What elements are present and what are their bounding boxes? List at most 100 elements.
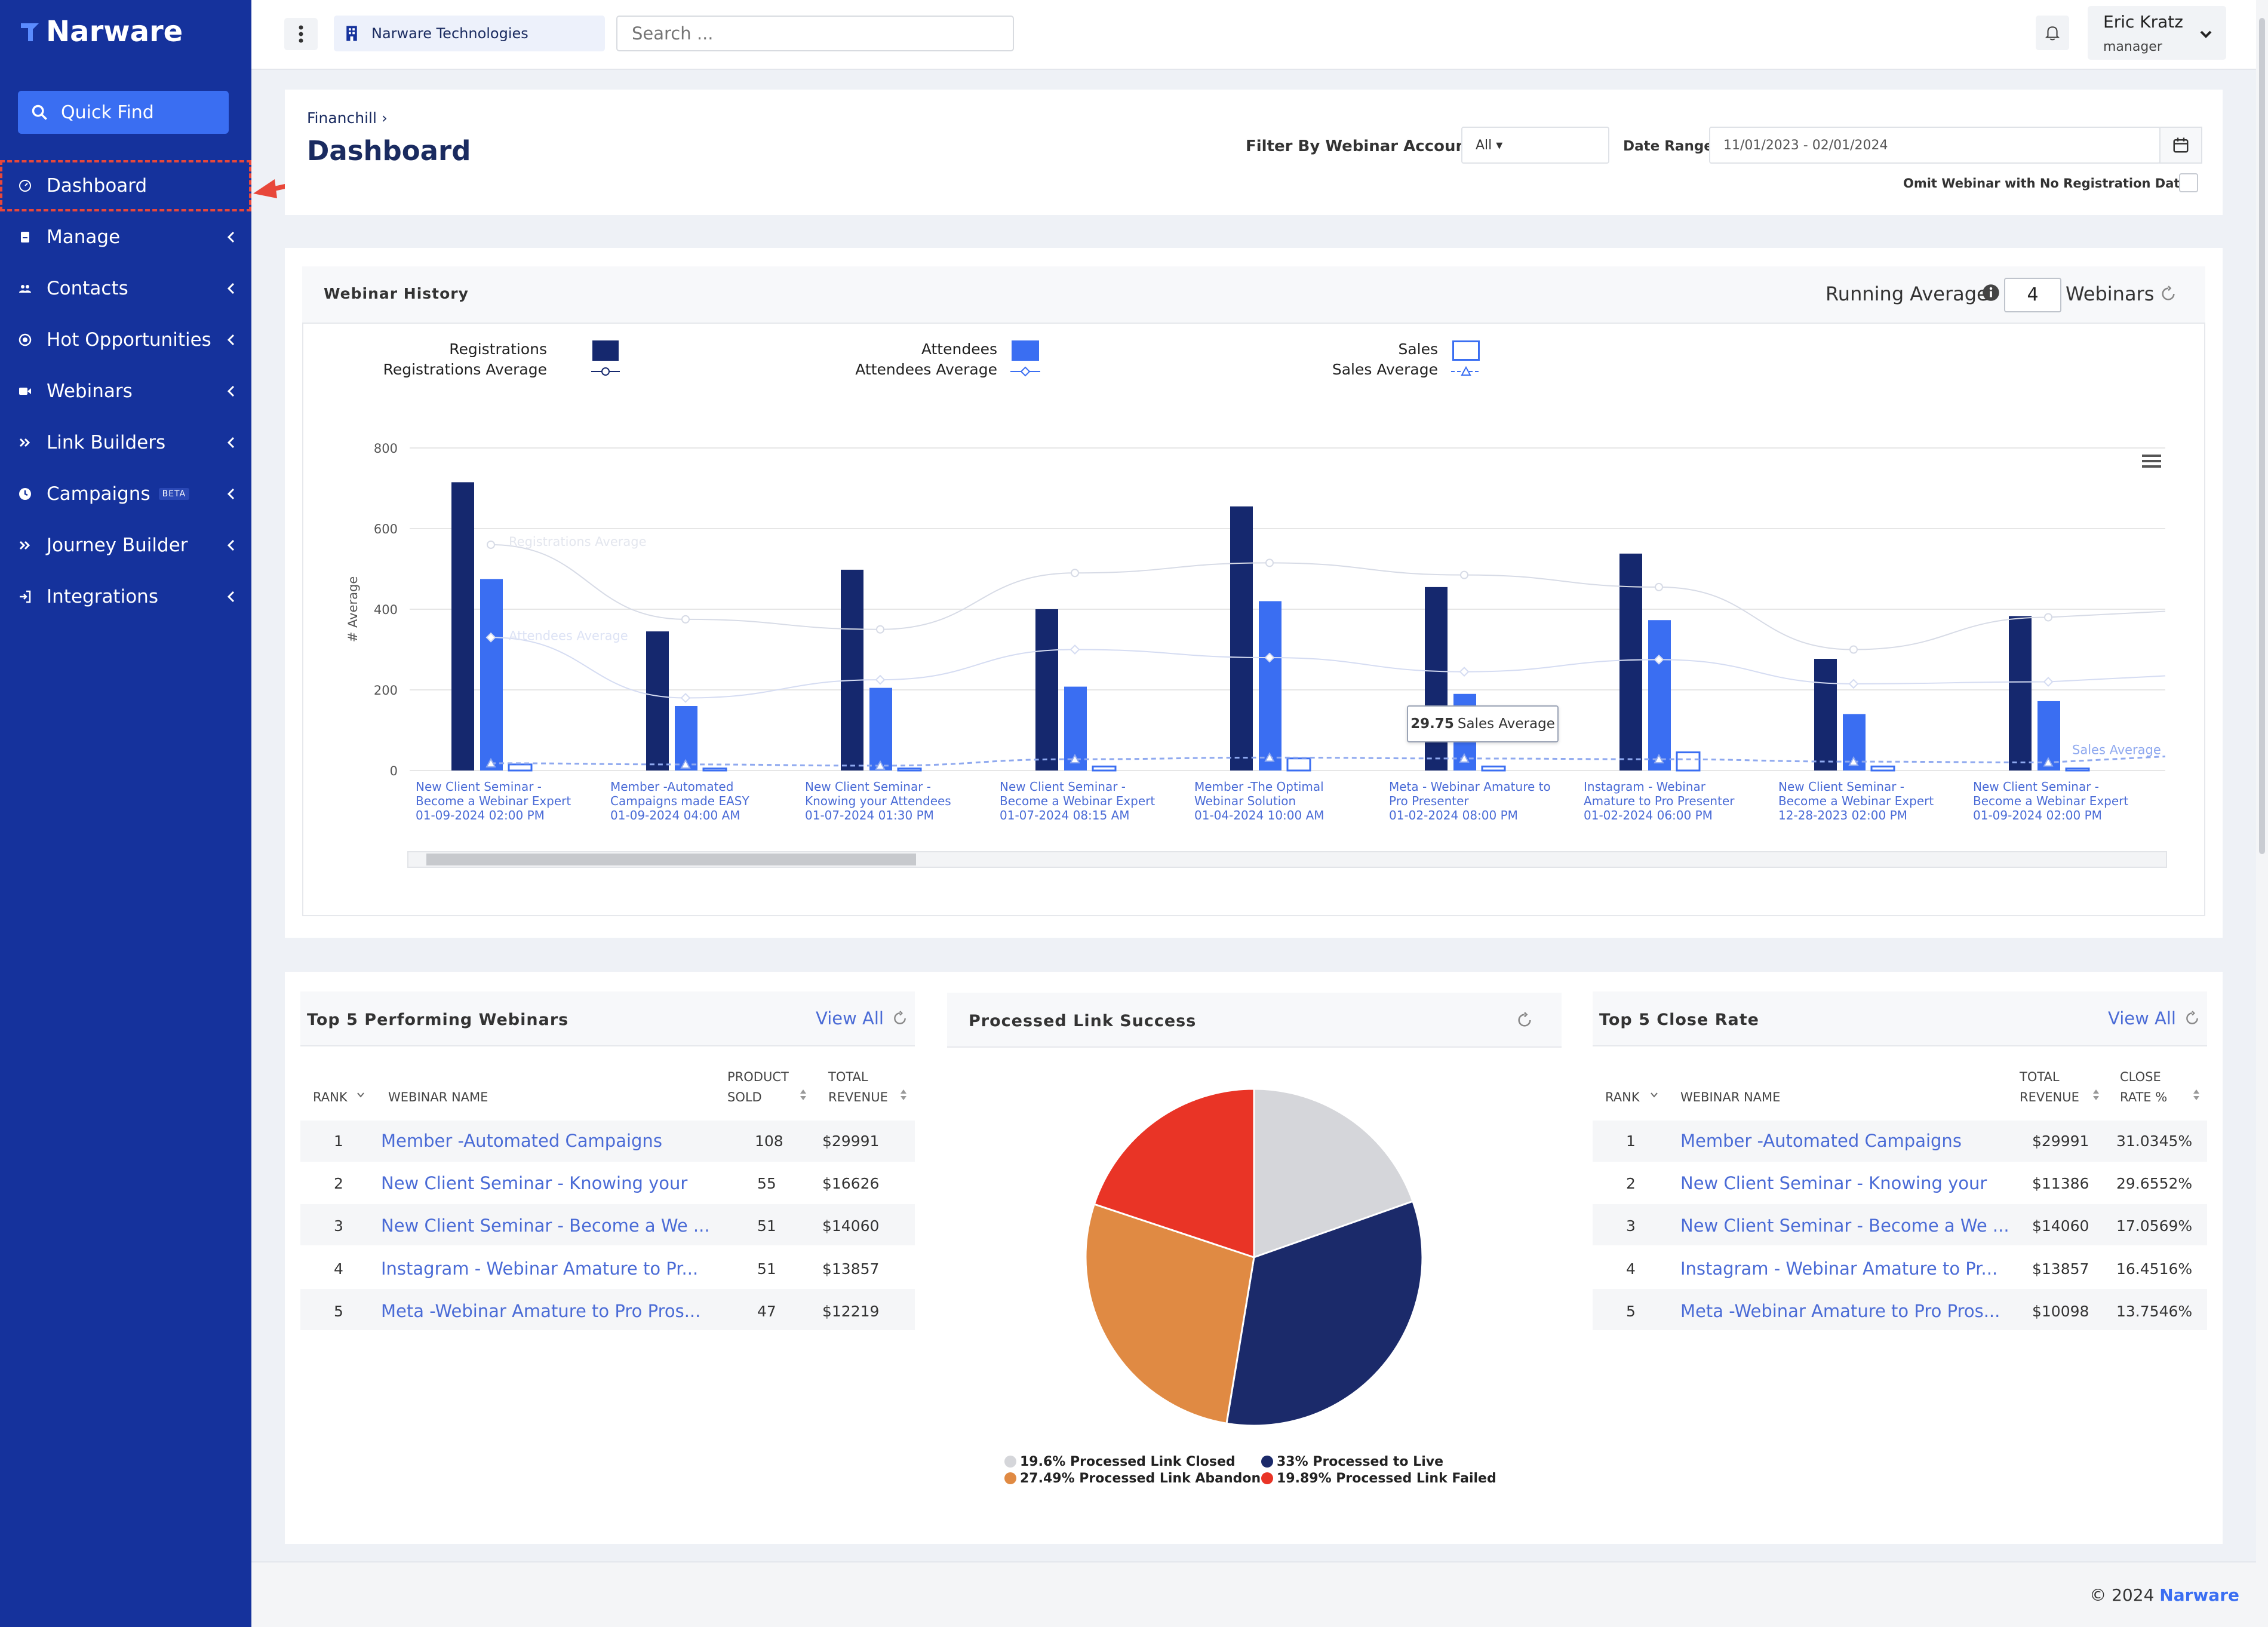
pie-legend-failed[interactable]: 19.89% Processed Link Failed: [1261, 1471, 1496, 1487]
search-input[interactable]: [616, 16, 1014, 51]
sidebar: Narware Quick Find Dashboard Manage Cont…: [0, 0, 251, 1627]
processed-link-title: Processed Link Success: [969, 1012, 1197, 1030]
webinar-link[interactable]: New Client Seminar - Become a We ...: [1680, 1215, 2009, 1236]
pie-slice[interactable]: [1225, 1200, 1424, 1427]
logo[interactable]: Narware: [19, 15, 183, 48]
legend-attendees[interactable]: Attendees Attendees Average: [824, 339, 997, 380]
col-label: CLOSE: [2120, 1070, 2161, 1084]
line-attendees-average-point: [680, 693, 691, 703]
series-label-attendees-average: Attendees Average: [509, 628, 628, 643]
col-rank[interactable]: RANK: [313, 1090, 348, 1104]
page-scrollbar-thumb[interactable]: [2259, 18, 2265, 854]
sort-down-icon[interactable]: [1649, 1091, 1659, 1099]
sidebar-item-integrations[interactable]: Integrations: [0, 571, 251, 622]
sidebar-item-webinars[interactable]: Webinars: [0, 366, 251, 417]
refresh-icon: [894, 1011, 906, 1024]
running-average-input[interactable]: 4: [2004, 278, 2061, 312]
omit-label: Omit Webinar with No Registration Data: [1903, 176, 2189, 191]
calendar-button[interactable]: [2159, 127, 2202, 164]
user-menu[interactable]: Eric Kratz manager: [2088, 6, 2226, 60]
webinar-link[interactable]: Member -Automated Campaigns: [381, 1131, 662, 1151]
webinar-link[interactable]: Instagram - Webinar Amature to Pr...: [1680, 1258, 1998, 1279]
close-rate-cell: 31.0345%: [2116, 1132, 2193, 1150]
col-close-rate[interactable]: CLOSE RATE %: [2120, 1067, 2167, 1107]
clock-icon: [18, 487, 47, 501]
col-webinar-name[interactable]: WEBINAR NAME: [388, 1090, 488, 1104]
search-icon: [18, 104, 61, 121]
legend-label: 27.49% Processed Link Abandon: [1020, 1471, 1261, 1486]
table-row[interactable]: [1593, 1204, 2207, 1245]
kebab-menu-button[interactable]: [284, 18, 318, 50]
webinar-link[interactable]: Meta -Webinar Amature to Pro Pros...: [381, 1301, 701, 1321]
webinar-link[interactable]: New Client Seminar - Become a We ...: [381, 1215, 710, 1236]
col-label: REVENUE: [828, 1090, 888, 1104]
sidebar-item-link-builders[interactable]: Link Builders: [0, 417, 251, 468]
legend-dot: [1004, 1472, 1016, 1484]
sidebar-item-manage[interactable]: Manage: [0, 211, 251, 263]
refresh-icon[interactable]: [2160, 286, 2177, 305]
omit-checkbox[interactable]: [2179, 173, 2198, 192]
breadcrumb[interactable]: Financhill ›: [307, 109, 388, 127]
bar-attendees: [1648, 620, 1671, 770]
table-row[interactable]: [300, 1289, 915, 1330]
col-total-revenue[interactable]: TOTAL REVENUE: [2020, 1067, 2079, 1107]
webinar-history-header: [302, 266, 2205, 324]
line-registrations-average-point: [876, 625, 884, 634]
tooltip-label: Sales Average: [1457, 716, 1555, 732]
col-total-revenue[interactable]: TOTAL REVENUE: [828, 1067, 888, 1107]
webinar-link[interactable]: New Client Seminar - Knowing your: [1680, 1173, 1987, 1193]
sidebar-item-hot-opportunities[interactable]: Hot Opportunities: [0, 314, 251, 366]
date-range-input[interactable]: 11/01/2023 - 02/01/2024: [1709, 127, 2161, 164]
x-tick-label: Become a Webinar Expert: [1000, 794, 1155, 808]
col-product-sold[interactable]: PRODUCT SOLD: [727, 1067, 789, 1107]
pie-legend-abandon[interactable]: 27.49% Processed Link Abandon: [1004, 1471, 1261, 1487]
top-performing-view-all[interactable]: View All: [816, 1008, 908, 1029]
col-webinar-name[interactable]: WEBINAR NAME: [1680, 1090, 1781, 1104]
refresh-icon[interactable]: [1516, 1012, 1533, 1031]
chart-horizontal-scrollbar[interactable]: [407, 851, 2167, 868]
footer: © 2024 Narware: [251, 1561, 2256, 1627]
top-close-view-all[interactable]: View All: [2108, 1008, 2200, 1029]
webinar-link[interactable]: Instagram - Webinar Amature to Pr...: [381, 1258, 699, 1279]
table-row[interactable]: [300, 1121, 915, 1162]
legend-label: 33% Processed to Live: [1277, 1454, 1443, 1469]
sidebar-item-journey-builder[interactable]: Journey Builder: [0, 520, 251, 571]
sort-icon[interactable]: [799, 1088, 807, 1101]
quick-find-button[interactable]: Quick Find: [18, 91, 229, 134]
user-role: manager: [2103, 39, 2162, 54]
notifications-button[interactable]: [2036, 16, 2069, 50]
footer-brand-link[interactable]: Narware: [2159, 1585, 2239, 1605]
x-tick-label: Pro Presenter: [1389, 794, 1469, 808]
y-tick-label: 600: [374, 522, 398, 536]
pie-slice[interactable]: [1084, 1203, 1255, 1425]
bar-registrations: [1425, 587, 1448, 770]
sort-icon[interactable]: [899, 1088, 908, 1101]
legend-registrations[interactable]: Registrations Registrations Average: [382, 339, 547, 380]
table-row[interactable]: [1593, 1289, 2207, 1330]
table-row[interactable]: [1593, 1121, 2207, 1162]
pie-legend-closed[interactable]: 19.6% Processed Link Closed: [1004, 1454, 1236, 1471]
sidebar-item-dashboard[interactable]: Dashboard: [0, 160, 251, 211]
sidebar-item-label: Webinars: [47, 380, 133, 402]
webinar-link[interactable]: New Client Seminar - Knowing your: [381, 1173, 688, 1193]
bar-sales: [1676, 751, 1701, 772]
sidebar-item-contacts[interactable]: Contacts: [0, 263, 251, 314]
chart-scrollbar-thumb[interactable]: [426, 854, 916, 865]
webinar-account-select[interactable]: All ▾: [1461, 127, 1609, 164]
webinar-link[interactable]: Meta -Webinar Amature to Pro Pros...: [1680, 1301, 2000, 1321]
org-selector[interactable]: Narware Technologies: [334, 16, 605, 51]
webinar-link[interactable]: Member -Automated Campaigns: [1680, 1131, 1962, 1151]
col-rank[interactable]: RANK: [1605, 1090, 1640, 1104]
chart-menu-icon[interactable]: [2142, 453, 2161, 469]
legend-sales[interactable]: Sales Sales Average: [1284, 339, 1438, 380]
pie-legend-live[interactable]: 33% Processed to Live: [1261, 1454, 1443, 1471]
table-row[interactable]: [300, 1204, 915, 1245]
sort-icon[interactable]: [2092, 1088, 2100, 1101]
info-icon[interactable]: [1982, 284, 2000, 302]
sort-icon[interactable]: [2192, 1088, 2201, 1101]
sort-down-icon[interactable]: [356, 1091, 365, 1099]
pie-slice[interactable]: [1093, 1088, 1255, 1259]
sidebar-item-campaigns[interactable]: Campaigns BETA: [0, 468, 251, 520]
revenue-cell: $14060: [2032, 1217, 2089, 1235]
line-attendees-average-point: [485, 632, 496, 643]
